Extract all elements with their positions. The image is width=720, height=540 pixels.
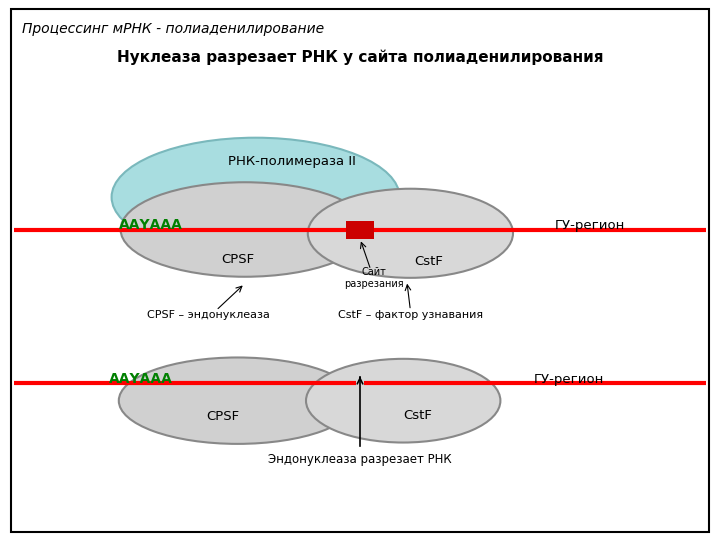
Text: ГУ-регион: ГУ-регион (555, 219, 626, 232)
Text: РНК-полимераза II: РНК-полимераза II (228, 156, 356, 168)
Text: CstF – фактор узнавания: CstF – фактор узнавания (338, 310, 483, 321)
Bar (346, 221, 374, 239)
Text: Эндонуклеаза разрезает РНК: Эндонуклеаза разрезает РНК (268, 453, 452, 465)
Text: CPSF – эндонуклеаза: CPSF – эндонуклеаза (148, 310, 270, 321)
Text: ААYААА: ААYААА (120, 218, 183, 232)
Text: Сайт
разрезания: Сайт разрезания (345, 267, 404, 289)
Text: CPSF: CPSF (207, 410, 240, 423)
Ellipse shape (119, 357, 356, 444)
Text: ААYААА: ААYААА (109, 372, 172, 386)
Text: Процессинг мРНК - полиаденилирование: Процессинг мРНК - полиаденилирование (22, 22, 324, 36)
Text: Нуклеаза разрезает РНК у сайта полиаденилирования: Нуклеаза разрезает РНК у сайта полиадени… (117, 50, 603, 65)
Ellipse shape (307, 189, 513, 278)
Text: CPSF: CPSF (221, 253, 254, 266)
Ellipse shape (112, 138, 400, 256)
Ellipse shape (121, 183, 369, 276)
FancyBboxPatch shape (11, 9, 709, 532)
Text: CstF: CstF (403, 409, 432, 422)
Text: ГУ-регион: ГУ-регион (534, 373, 604, 386)
Text: CstF: CstF (414, 255, 443, 268)
Ellipse shape (306, 359, 500, 443)
